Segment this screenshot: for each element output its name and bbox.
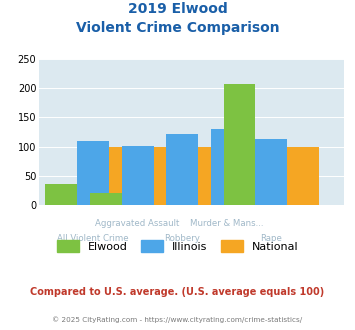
- Legend: Elwood, Illinois, National: Elwood, Illinois, National: [56, 240, 299, 252]
- Bar: [122, 146, 153, 205]
- Text: Aggravated Assault: Aggravated Assault: [95, 219, 180, 228]
- Bar: [211, 128, 242, 205]
- Bar: [224, 84, 255, 205]
- Text: Rape: Rape: [260, 234, 282, 243]
- Bar: [109, 147, 141, 205]
- Text: Violent Crime Comparison: Violent Crime Comparison: [76, 21, 279, 35]
- Bar: [198, 147, 230, 205]
- Bar: [255, 139, 287, 205]
- Text: All Violent Crime: All Violent Crime: [57, 234, 129, 243]
- Bar: [287, 147, 319, 205]
- Text: Murder & Mans...: Murder & Mans...: [190, 219, 263, 228]
- Text: © 2025 CityRating.com - https://www.cityrating.com/crime-statistics/: © 2025 CityRating.com - https://www.city…: [53, 317, 302, 323]
- Bar: [242, 147, 274, 205]
- Bar: [77, 141, 109, 205]
- Bar: [166, 134, 198, 205]
- Bar: [45, 184, 77, 205]
- Bar: [90, 193, 122, 205]
- Text: Robbery: Robbery: [164, 234, 200, 243]
- Text: 2019 Elwood: 2019 Elwood: [128, 2, 227, 16]
- Text: Compared to U.S. average. (U.S. average equals 100): Compared to U.S. average. (U.S. average …: [31, 287, 324, 297]
- Bar: [153, 147, 185, 205]
